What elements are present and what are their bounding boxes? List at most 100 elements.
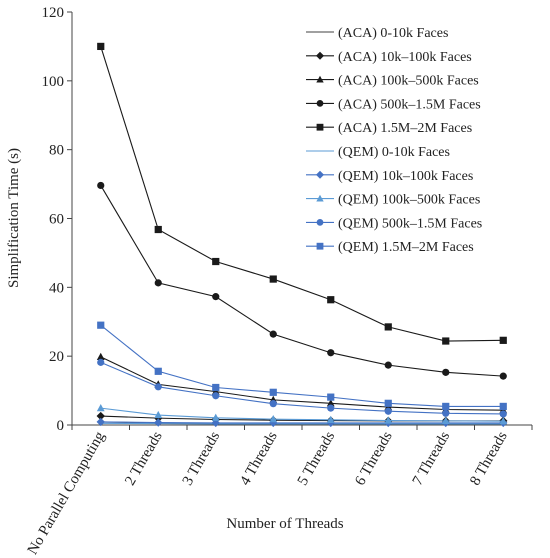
point-marker (384, 361, 392, 369)
point-marker (212, 383, 220, 392)
point-marker (269, 415, 278, 423)
point-marker (212, 257, 220, 266)
y-tick-label: 0 (57, 418, 65, 434)
x-tick-label: 5 Threads (295, 429, 339, 488)
point-marker (326, 415, 335, 423)
point-marker (499, 372, 507, 380)
point-marker (269, 275, 277, 283)
point-marker (327, 404, 335, 412)
point-marker (316, 194, 324, 202)
legend-entry: (ACA) 500k–1.5M Faces (306, 97, 481, 112)
point-marker (384, 407, 392, 415)
point-marker (316, 75, 324, 83)
legend-label: (QEM) 100k–500k Faces (338, 193, 480, 208)
point-marker (212, 392, 220, 400)
point-marker (269, 388, 277, 396)
point-marker (316, 100, 324, 107)
point-marker (327, 349, 335, 357)
x-tick-label: No Parallel Computing (25, 429, 109, 558)
point-marker (269, 400, 277, 408)
x-tick-label: 2 Threads (122, 429, 166, 488)
point-marker (442, 409, 450, 417)
point-marker (96, 417, 105, 427)
point-marker (212, 293, 220, 301)
point-marker (97, 42, 105, 51)
point-marker (316, 170, 324, 179)
series-line (100, 356, 504, 411)
point-marker (499, 417, 508, 425)
x-tick-label: 6 Threads (352, 429, 396, 488)
point-marker (384, 416, 393, 424)
point-marker (499, 336, 507, 344)
legend-entry: (ACA) 100k–500k Faces (306, 74, 479, 89)
point-marker (211, 418, 220, 428)
y-axis-label: Simplification Time (s) (6, 148, 22, 288)
series-line (100, 407, 504, 422)
legend-entry: (QEM) 10k–100k Faces (306, 169, 473, 184)
point-marker (499, 410, 507, 418)
legend-label: (ACA) 1.5M–2M Faces (338, 121, 472, 136)
legend-label: (QEM) 10k–100k Faces (338, 169, 473, 184)
point-marker (442, 337, 450, 345)
series-9 (97, 358, 507, 418)
legend-label: (ACA) 10k–100k Faces (338, 50, 472, 65)
legend-label: (QEM) 0-10k Faces (338, 145, 450, 160)
y-tick-label: 120 (42, 5, 65, 21)
point-marker (499, 402, 507, 411)
x-tick-label: 8 Threads (467, 429, 511, 488)
series-10 (97, 321, 507, 411)
point-marker (442, 368, 450, 376)
point-marker (442, 402, 450, 411)
series-4 (97, 181, 507, 380)
point-marker (384, 399, 392, 407)
legend-label: (ACA) 100k–500k Faces (338, 74, 479, 89)
y-tick-label: 60 (49, 212, 64, 228)
point-marker (96, 404, 105, 412)
series-layer (96, 42, 508, 428)
legend-entry: (QEM) 1.5M–2M Faces (306, 240, 474, 255)
point-marker (154, 367, 162, 375)
legend: (ACA) 0-10k Faces (ACA) 10k–100k Faces (AC… (306, 26, 482, 255)
series-6 (100, 422, 504, 425)
legend-label: (QEM) 500k–1.5M Faces (338, 216, 482, 231)
legend-label: (ACA) 500k–1.5M Faces (338, 97, 481, 112)
point-marker (154, 279, 162, 287)
point-marker (316, 242, 324, 250)
series-8 (96, 404, 508, 425)
legend-entry: (ACA) 0-10k Faces (306, 26, 448, 41)
series-line (100, 422, 504, 425)
legend-entry: (QEM) 100k–500k Faces (306, 193, 480, 208)
legend-entry: (ACA) 10k–100k Faces (306, 50, 472, 65)
point-marker (97, 358, 105, 366)
legend-entry: (QEM) 500k–1.5M Faces (306, 216, 482, 231)
series-line (100, 421, 504, 424)
point-marker (96, 352, 105, 360)
x-tick-label: 7 Threads (410, 429, 454, 488)
point-marker (269, 330, 277, 338)
point-marker (154, 383, 162, 391)
y-tick-label: 20 (49, 349, 64, 365)
point-marker (97, 321, 105, 329)
x-axis-label: Number of Threads (226, 516, 343, 532)
point-marker (97, 181, 105, 190)
y-tick-label: 80 (49, 143, 64, 159)
point-marker (211, 413, 220, 421)
point-marker (154, 225, 162, 234)
point-marker (326, 399, 335, 407)
point-marker (316, 219, 324, 226)
y-tick-label: 100 (42, 74, 65, 90)
point-marker (316, 51, 324, 60)
point-marker (154, 410, 163, 419)
point-marker (327, 296, 335, 304)
point-marker (441, 416, 450, 424)
point-marker (327, 393, 335, 401)
series-line (100, 324, 504, 407)
point-marker (96, 411, 105, 421)
point-marker (384, 323, 392, 331)
x-tick-label: 3 Threads (180, 429, 224, 488)
legend-entry: (ACA) 1.5M–2M Faces (306, 121, 472, 136)
y-tick-label: 40 (49, 280, 64, 296)
point-marker (316, 123, 324, 131)
legend-entry: (QEM) 0-10k Faces (306, 145, 450, 160)
